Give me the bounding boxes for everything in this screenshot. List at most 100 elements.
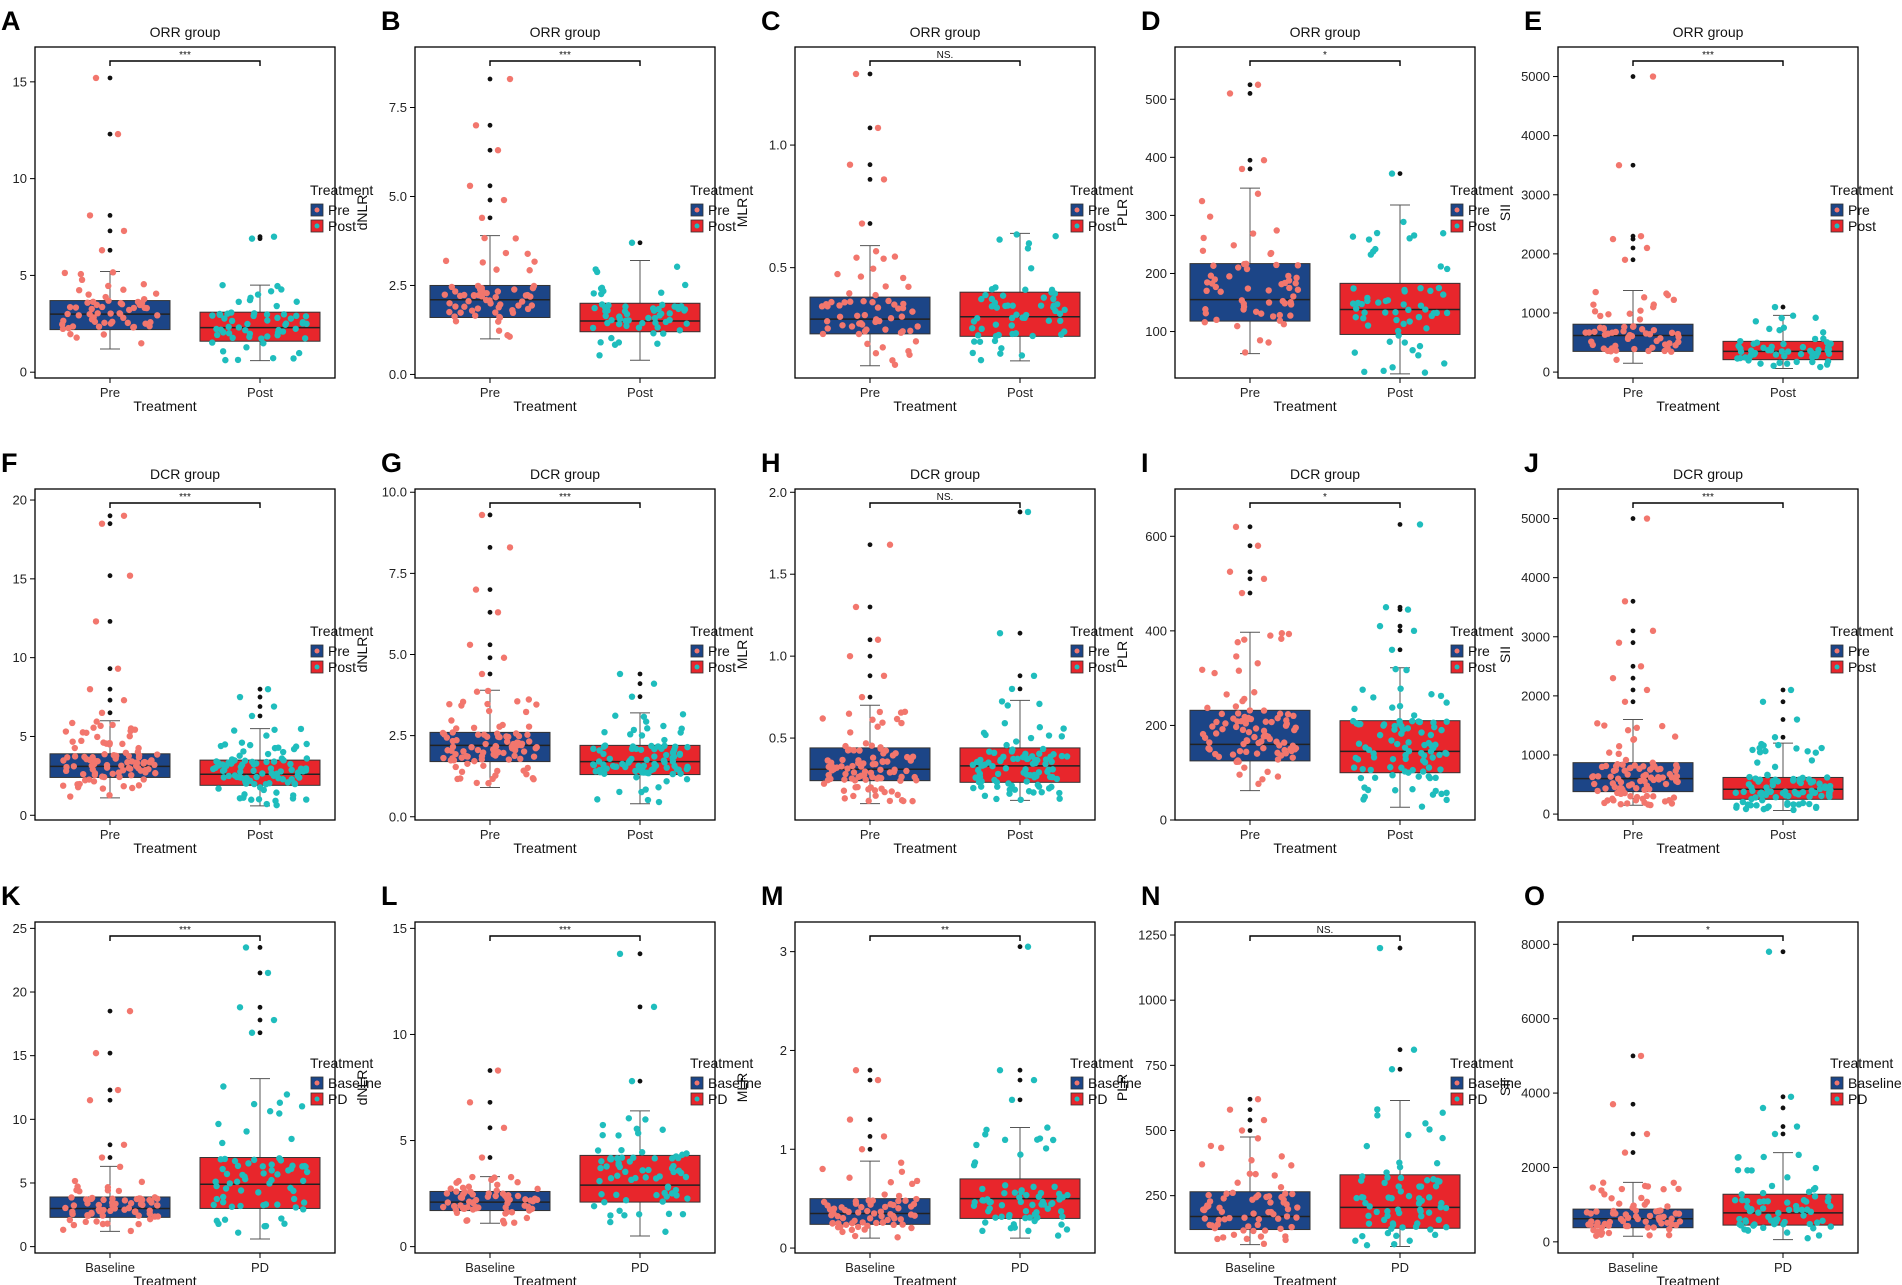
jitter-point: [1815, 1232, 1823, 1239]
jitter-point: [1205, 1191, 1212, 1199]
jitter-point: [1059, 1194, 1066, 1201]
jitter-point: [1260, 707, 1268, 714]
jitter-point: [971, 338, 978, 345]
outlier-point: [867, 1134, 873, 1139]
outlier-point: [107, 247, 113, 253]
outlier-jitter-point: [114, 665, 122, 672]
jitter-point: [615, 339, 623, 346]
jitter-point: [1785, 1206, 1793, 1214]
jitter-point: [1201, 1206, 1208, 1214]
jitter-point: [977, 756, 984, 764]
jitter-point: [839, 756, 846, 764]
jitter-point: [452, 303, 459, 310]
jitter-point: [1240, 300, 1247, 307]
x-tick-label: PD: [251, 1260, 269, 1275]
x-tick-label: Pre: [100, 385, 120, 400]
jitter-point: [1622, 756, 1630, 764]
jitter-point: [1294, 286, 1302, 293]
outlier-point: [1397, 623, 1403, 629]
jitter-point: [891, 301, 898, 308]
jitter-point: [64, 310, 71, 318]
jitter-point: [887, 1179, 895, 1186]
outlier-point: [867, 637, 873, 643]
jitter-point: [1752, 794, 1759, 801]
jitter-point: [1618, 1185, 1626, 1193]
outlier-point: [1397, 171, 1403, 176]
outlier-point: [1630, 640, 1636, 646]
jitter-point: [994, 783, 1001, 790]
jitter-point: [446, 300, 453, 307]
outlier-jitter-point: [628, 239, 636, 246]
jitter-point: [458, 702, 465, 709]
jitter-point: [301, 1162, 308, 1170]
jitter-point: [1023, 778, 1030, 785]
jitter-point: [1668, 1215, 1675, 1222]
jitter-point: [897, 709, 905, 716]
jitter-point: [1780, 340, 1787, 348]
jitter-point: [1011, 1224, 1018, 1231]
x-axis-label: Treatment: [133, 398, 196, 414]
outlier-jitter-point: [1238, 1127, 1246, 1134]
y-axis-label: SII: [1497, 1079, 1513, 1096]
jitter-point: [998, 1213, 1005, 1220]
jitter-point: [474, 746, 482, 754]
jitter-point: [219, 1198, 227, 1206]
legend-title: Treatment: [1070, 623, 1133, 639]
jitter-point: [626, 757, 634, 764]
jitter-point: [847, 298, 854, 305]
jitter-point: [250, 1156, 258, 1164]
outlier-point: [1630, 1150, 1636, 1155]
outlier-jitter-point: [1254, 542, 1262, 549]
jitter-point: [978, 762, 985, 769]
jitter-point: [855, 1209, 862, 1216]
jitter-point: [596, 352, 603, 359]
jitter-point: [1365, 1220, 1373, 1227]
jitter-point: [1061, 306, 1068, 314]
jitter-point: [488, 1176, 495, 1184]
jitter-point: [66, 303, 74, 311]
jitter-point: [1042, 756, 1050, 763]
outlier-point: [1780, 717, 1786, 722]
outlier-jitter-point: [1226, 90, 1234, 97]
jitter-point: [1401, 339, 1408, 346]
jitter-point: [528, 302, 536, 309]
jitter-point: [1006, 786, 1014, 793]
jitter-point: [997, 756, 1005, 763]
jitter-point: [1254, 190, 1262, 197]
jitter-point: [1036, 700, 1043, 708]
jitter-point: [847, 729, 854, 736]
outlier-point: [107, 513, 113, 519]
jitter-point: [851, 1232, 859, 1240]
y-tick-label: 1.0: [769, 649, 787, 664]
jitter-point: [882, 326, 889, 333]
significance-label: ***: [559, 50, 571, 61]
jitter-point: [652, 762, 660, 769]
jitter-point: [1033, 1209, 1040, 1216]
y-tick-label: 20: [13, 493, 27, 508]
outlier-point: [1247, 1107, 1253, 1113]
jitter-point: [844, 765, 851, 772]
jitter-point: [274, 1201, 281, 1208]
jitter-point: [1364, 294, 1371, 302]
jitter-point: [220, 1083, 227, 1090]
jitter-point: [1362, 1199, 1369, 1207]
legend-swatch-dot: [1834, 1096, 1840, 1102]
outlier-jitter-point: [1008, 1096, 1016, 1104]
jitter-point: [1260, 1240, 1268, 1248]
jitter-point: [453, 1188, 460, 1195]
panel-letter: E: [1524, 6, 1542, 36]
jitter-point: [297, 725, 305, 733]
x-axis-label: Treatment: [513, 398, 576, 414]
jitter-point: [121, 1206, 128, 1213]
jitter-point: [876, 317, 883, 325]
jitter-point: [819, 1165, 826, 1173]
y-tick-label: 0.5: [769, 260, 787, 275]
jitter-point: [1365, 1212, 1372, 1220]
y-axis-label: dNLR: [354, 1070, 370, 1106]
jitter-point: [1435, 284, 1443, 292]
jitter-point: [998, 698, 1006, 705]
jitter-point: [1803, 1206, 1811, 1213]
jitter-point: [663, 751, 670, 759]
